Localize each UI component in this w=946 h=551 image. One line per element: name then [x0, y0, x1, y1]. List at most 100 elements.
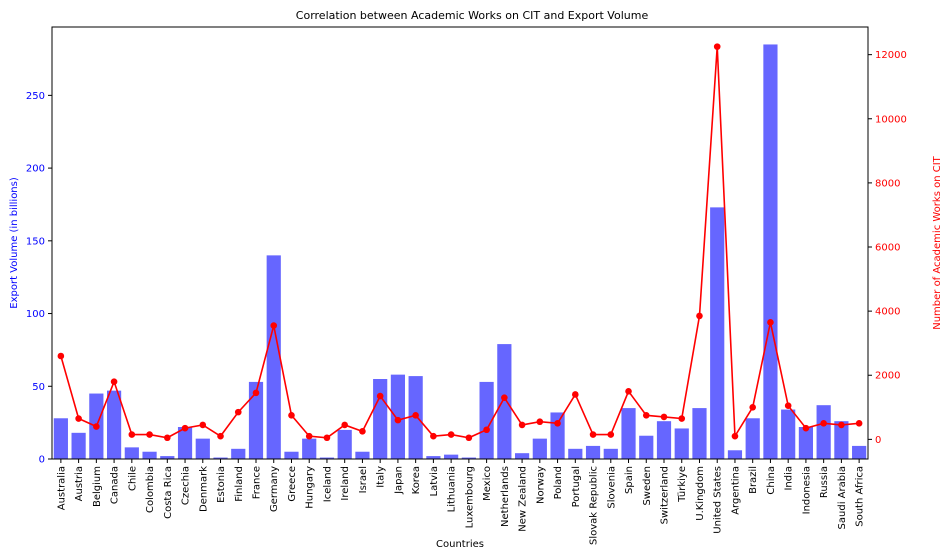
bar-chile: [124, 447, 139, 459]
bar-colombia: [142, 451, 157, 459]
x-tick-label: Spain: [624, 466, 635, 494]
x-tick-label: Finland: [234, 466, 245, 502]
x-tick-label: Colombia: [145, 466, 156, 513]
cit-point-denmark: [199, 421, 207, 429]
x-axis: Australia Austria Belgium Canada Chile Colomb…: [56, 459, 866, 545]
cit-point-finland: [234, 408, 242, 416]
x-tick-label: Russia: [819, 466, 830, 498]
cit-point-austria: [75, 415, 82, 422]
cit-point-germany: [270, 322, 278, 329]
cit-point-poland: [554, 420, 561, 427]
bar-united-states: [710, 207, 725, 459]
x-tick-label: Greece: [287, 466, 298, 502]
x-tick-label: Iceland: [322, 466, 333, 502]
bar-series: [53, 44, 867, 460]
bar-costa-rica: [160, 456, 175, 459]
x-tick-label: Korea: [411, 466, 422, 494]
cit-point-australia: [57, 352, 65, 360]
x-tick-label: Slovak Republic: [589, 466, 600, 545]
x-tick-label: Slovenia: [606, 466, 617, 509]
x-axis-title: Countries: [436, 539, 484, 550]
x-tick-label: India: [784, 466, 795, 491]
bar-mexico: [479, 381, 494, 459]
bar-saudi-arabia: [834, 421, 849, 459]
cit-point-slovak-republic: [589, 431, 597, 438]
cit-point-greece: [288, 412, 295, 419]
cit-point-indonesia: [802, 424, 810, 432]
left-tick-label: 200: [26, 164, 45, 175]
bar-spain: [621, 408, 636, 459]
bar-netherlands: [497, 344, 512, 459]
bar-austria: [71, 432, 86, 459]
bar-france: [248, 381, 264, 459]
bar-brazil: [745, 418, 760, 459]
x-tick-label: Lithuania: [447, 466, 458, 512]
bar-denmark: [195, 438, 210, 459]
bar-greece: [284, 451, 299, 459]
cit-point-latvia: [430, 432, 437, 440]
x-tick-label: Hungary: [305, 466, 316, 509]
bar-italy: [373, 379, 388, 459]
bar-south-africa: [852, 445, 867, 459]
x-tick-label: Brazil: [748, 466, 759, 494]
x-tick-label: Switzerland: [660, 466, 671, 524]
bar-germany: [266, 255, 281, 459]
cit-point-brazil: [749, 404, 756, 411]
right-axis-title: Number of Academic Works on CIT: [932, 155, 943, 329]
cit-point-korea: [412, 412, 419, 419]
left-axis-title: Export Volume (in billions): [9, 177, 20, 309]
x-tick-label: Denmark: [198, 466, 209, 512]
cit-point-belgium: [93, 423, 100, 430]
cit-point-estonia: [217, 432, 224, 440]
cit-point-spain: [625, 387, 632, 395]
bar-japan: [390, 374, 406, 459]
cit-point-lithuania: [447, 431, 455, 438]
plot-frame: [51, 26, 869, 460]
cit-point-colombia: [146, 431, 153, 438]
cit-point-israel: [359, 428, 366, 435]
x-tick-label: China: [766, 466, 777, 495]
cit-point-slovenia: [607, 431, 615, 438]
x-tick-label: Italy: [376, 466, 387, 488]
x-tick-label: Australia: [56, 466, 67, 510]
cit-point-south-africa: [855, 420, 863, 427]
cit-point-switzerland: [660, 413, 668, 421]
left-tick-label: 50: [32, 382, 45, 393]
cit-point-united-states: [713, 43, 721, 50]
x-tick-label: Japan: [393, 466, 404, 495]
bar-china: [763, 44, 778, 460]
cit-point-iceland: [323, 434, 331, 442]
x-tick-label: Belgium: [92, 466, 103, 507]
x-tick-label: Argentina: [730, 466, 741, 515]
left-y-axis: 0 50 100 150 200 250: [26, 91, 52, 466]
left-tick-label: 150: [26, 236, 45, 247]
x-tick-label: Estonia: [216, 466, 227, 503]
right-tick-label: 2000: [875, 371, 900, 382]
cit-point-mexico: [483, 426, 490, 434]
bar-new-zealand: [514, 453, 530, 459]
cit-point-india: [784, 402, 792, 410]
x-tick-label: New Zealand: [518, 466, 529, 532]
x-tick-label: Luxembourg: [464, 466, 475, 528]
line-series: [57, 43, 863, 442]
x-tick-label: Sweden: [642, 466, 653, 506]
cit-point-russia: [820, 420, 827, 427]
bar-portugal: [568, 448, 583, 459]
left-tick-label: 0: [39, 455, 45, 466]
cit-point-costa-rica: [164, 434, 171, 442]
bar-finland: [231, 448, 246, 459]
cit-point-france: [252, 389, 260, 397]
bar-luxembourg: [461, 457, 476, 459]
bar-norway: [532, 438, 547, 459]
x-tick-label: Norway: [535, 466, 546, 504]
x-tick-label: Czechia: [181, 466, 192, 505]
x-tick-label: Mexico: [482, 466, 493, 501]
cit-point-portugal: [572, 391, 579, 398]
bar-lithuania: [444, 454, 459, 459]
bar-russia: [816, 405, 831, 459]
x-tick-label: Chile: [127, 466, 138, 491]
x-tick-label: Saudi Arabia: [837, 466, 848, 529]
bar-sweden: [639, 435, 654, 459]
bar-poland: [550, 412, 565, 459]
